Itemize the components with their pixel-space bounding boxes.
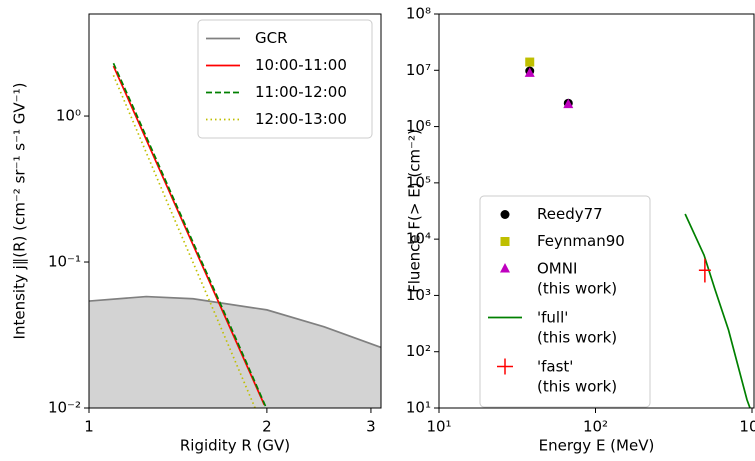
legend-label-line: (this work) <box>537 377 617 395</box>
series-line <box>112 65 266 406</box>
y-axis-label: Fluence F(> E) (cm⁻²) <box>406 129 424 293</box>
legend-label-line: (this work) <box>537 279 617 297</box>
legend-box <box>197 19 373 139</box>
legend-label-line: (this work) <box>537 328 617 346</box>
series-line <box>89 295 381 349</box>
y-tick-label: 10¹ <box>406 399 431 417</box>
legend-label: GCR <box>255 29 288 47</box>
point <box>524 67 535 77</box>
x-tick-label: 2 <box>262 418 272 436</box>
legend-label: Feynman90 <box>537 232 625 250</box>
plot-area <box>89 62 381 408</box>
y-tick-label: 10³ <box>406 286 431 304</box>
axes-frame <box>88 13 382 409</box>
y-tick-label: 10⁸ <box>406 5 431 23</box>
series-line <box>684 213 751 408</box>
series-line <box>112 75 256 408</box>
legend-swatch <box>500 237 510 246</box>
axes-frame <box>438 13 755 409</box>
x-tick-label: 10¹ <box>426 418 451 436</box>
legend-label: OMNI (this work) <box>537 259 617 297</box>
legend-label-line: 'fast' <box>537 357 573 375</box>
legend-label: 'fast' (this work) <box>537 357 617 395</box>
y-axis-label: Intensity j∥(R) (cm⁻² sr⁻¹ s⁻¹ GV⁻¹) <box>11 83 29 340</box>
y-tick-label: 10⁻¹ <box>48 253 81 271</box>
y-tick-label: 10⁰ <box>56 107 81 125</box>
x-tick-label: 3 <box>366 418 376 436</box>
x-axis-label: Rigidity R (GV) <box>180 437 290 455</box>
legend-label: 11:00-12:00 <box>255 83 347 101</box>
legend-label-line: 'full' <box>537 308 568 326</box>
y-tick-label: 10⁴ <box>406 230 431 248</box>
x-tick-label: 1 <box>84 418 94 436</box>
y-tick-label: 10² <box>406 342 431 360</box>
y-tick-label: 10⁶ <box>406 117 431 135</box>
y-tick-label: 10⁷ <box>406 61 431 79</box>
point <box>525 57 535 67</box>
x-tick-label: 10³ <box>739 418 755 436</box>
series-line <box>112 62 268 408</box>
y-tick-label: 10⁻² <box>48 399 81 417</box>
legend-swatch <box>500 263 510 273</box>
x-tick-label: 10² <box>583 418 608 436</box>
legend-label: 'full' (this work) <box>537 308 617 346</box>
legend-swatch <box>500 210 510 219</box>
legend-label: Reedy77 <box>537 205 603 223</box>
y-tick-label: 10⁵ <box>406 173 431 191</box>
point <box>563 98 574 109</box>
legend-label: 10:00-11:00 <box>255 56 347 74</box>
legend-label-line: OMNI <box>537 259 577 277</box>
legend-label: 12:00-13:00 <box>255 110 347 128</box>
x-axis-label: Energy E (MeV) <box>539 437 655 455</box>
legend-box <box>479 195 651 408</box>
plot-area <box>524 57 751 408</box>
series-area <box>89 296 381 408</box>
